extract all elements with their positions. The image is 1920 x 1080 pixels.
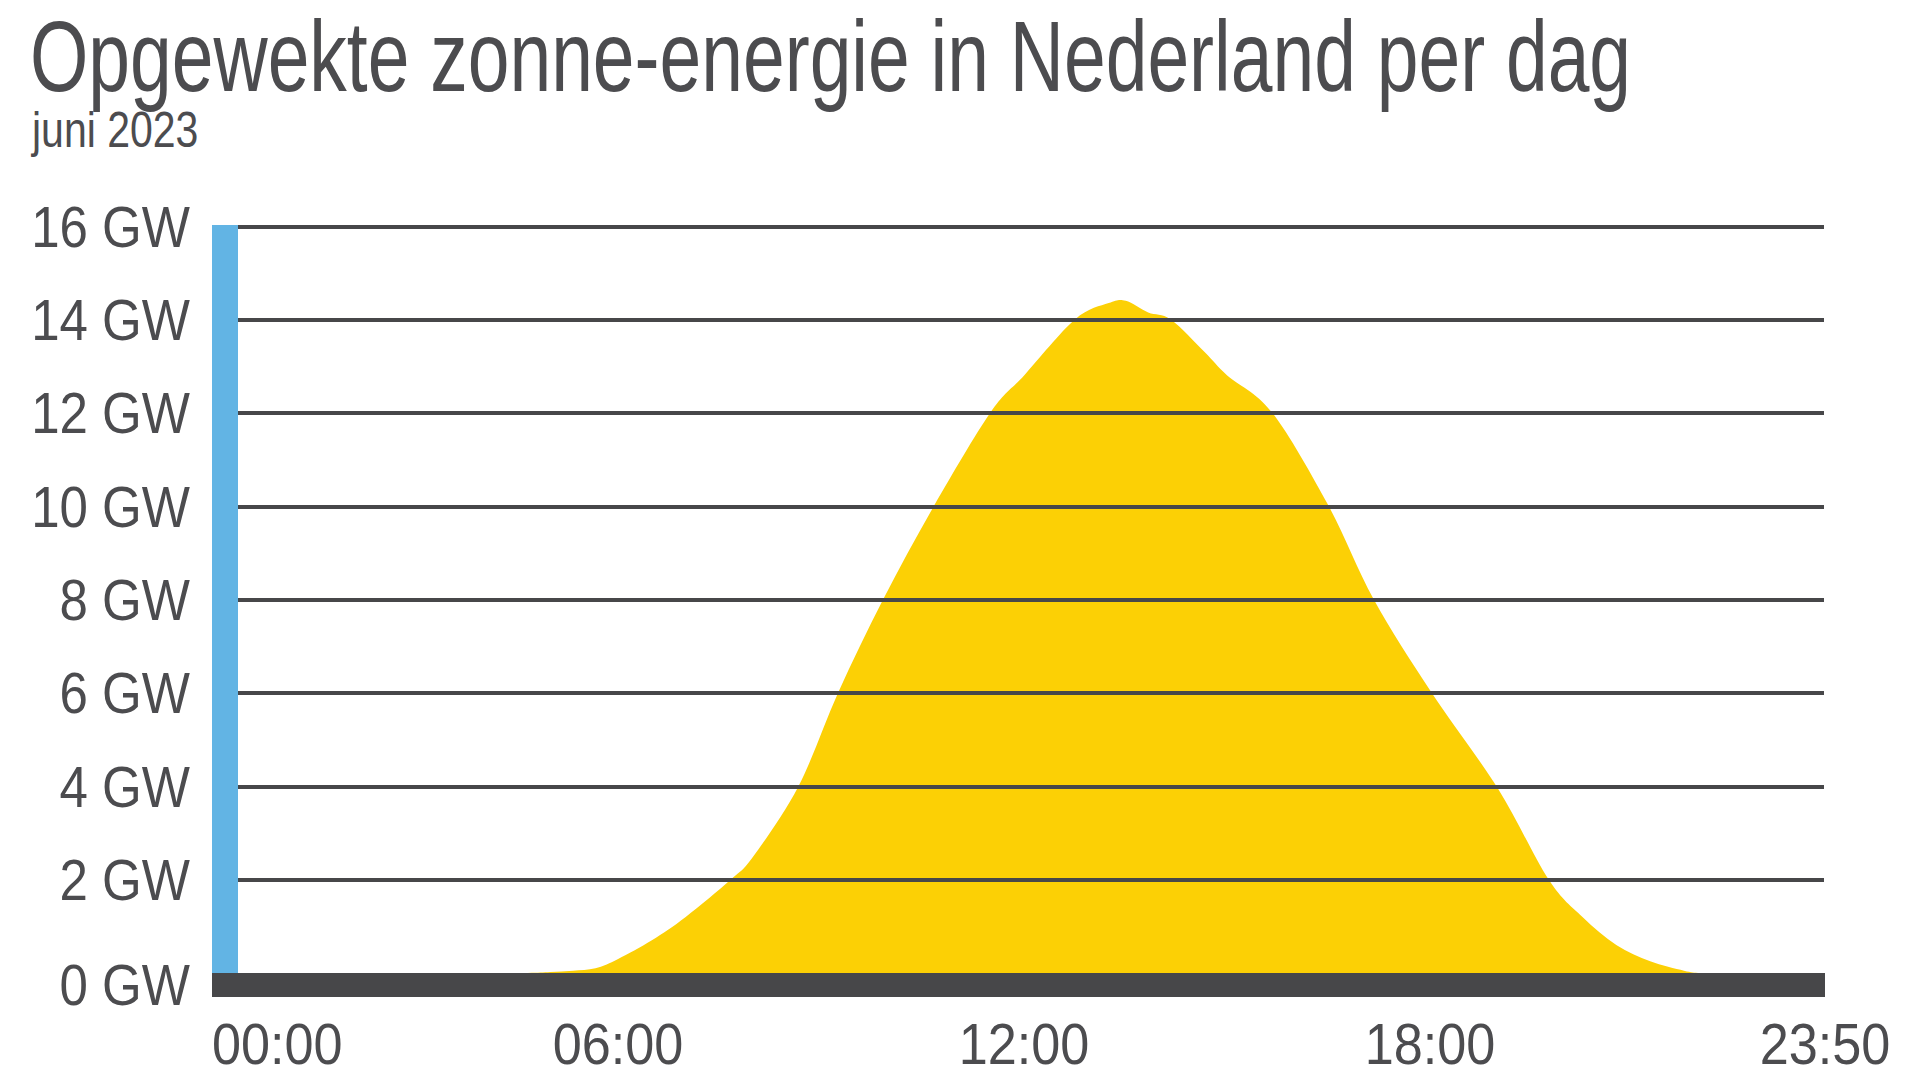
gridline-4gw: [238, 785, 1824, 789]
x-tick-label-2350: 23:50: [1760, 1014, 1891, 1074]
y-tick-label-16gw: 16 GW: [23, 198, 190, 256]
y-tick-label-6gw: 6 GW: [23, 664, 190, 722]
x-axis-baseline: [212, 973, 1825, 997]
y-tick-label-0gw: 0 GW: [23, 956, 190, 1014]
y-tick-label-14gw: 14 GW: [23, 291, 190, 349]
x-tick-label-1800: 18:00: [1365, 1014, 1496, 1074]
gridline-8gw: [238, 598, 1824, 602]
y-axis-bar: [212, 225, 238, 973]
x-tick-label-0600: 06:00: [553, 1014, 684, 1074]
gridline-10gw: [238, 505, 1824, 509]
y-tick-label-2gw: 2 GW: [23, 851, 190, 909]
gridline-16gw: [238, 225, 1824, 229]
gridline-6gw: [238, 691, 1824, 695]
y-tick-label-10gw: 10 GW: [23, 478, 190, 536]
solar-area-path: [212, 300, 1825, 973]
gridline-12gw: [238, 411, 1824, 415]
gridline-2gw: [238, 878, 1824, 882]
y-tick-label-4gw: 4 GW: [23, 758, 190, 816]
y-tick-label-12gw: 12 GW: [23, 384, 190, 442]
x-tick-label-0000: 00:00: [212, 1014, 343, 1074]
chart-title: Opgewekte zonne-energie in Nederland per…: [30, 4, 1631, 109]
x-tick-label-1200: 12:00: [959, 1014, 1090, 1074]
gridline-14gw: [238, 318, 1824, 322]
chart-subtitle: juni 2023: [32, 104, 198, 156]
y-tick-label-8gw: 8 GW: [23, 571, 190, 629]
solar-energy-chart-page: { "page": { "background": "#ffffff" }, "…: [0, 0, 1920, 1080]
